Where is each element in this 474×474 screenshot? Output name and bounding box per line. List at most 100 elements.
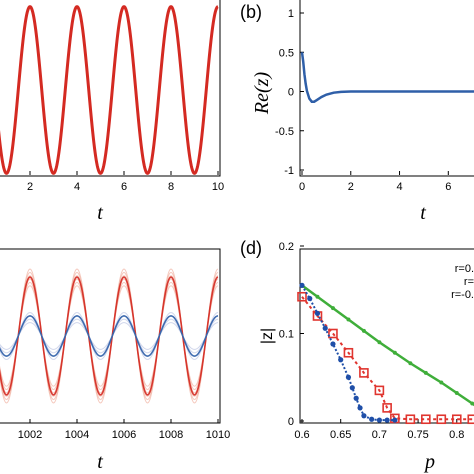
- panel-a-x-ticks: 2 4 6 8 10: [27, 171, 224, 193]
- panel-b-x-tick-label: 6: [445, 181, 451, 193]
- series-line: [0, 276, 219, 396]
- panel-d-x-tick-label: 0.6: [294, 429, 309, 441]
- panel-c-x-tick-label: 1002: [18, 429, 42, 441]
- series-line: [301, 296, 473, 421]
- data-point: [467, 414, 474, 425]
- panel-b-ylabel: Re(z): [251, 72, 273, 116]
- data-point: [346, 317, 351, 322]
- data-point: [382, 403, 392, 413]
- legend-entry-1: r=0.: [455, 263, 474, 275]
- panel-c-x-tick-label: 1006: [112, 429, 136, 441]
- panel-b-xlabel: t: [420, 202, 426, 224]
- panel-d-x-tick-label: 0.65: [330, 429, 351, 441]
- data-point: [299, 282, 305, 288]
- panel-b-y-tick-label: -1: [284, 165, 294, 177]
- panel-a-x-tick-label: 8: [168, 181, 174, 193]
- panel-a-frame: [0, 0, 221, 177]
- data-point: [345, 374, 352, 380]
- data-point: [359, 368, 369, 378]
- data-point: [374, 385, 385, 396]
- panel-b-y-tick-label: 0: [288, 87, 294, 99]
- panel-b-chart: (b) 1 0.5 0 -0.5 -1 0 2 4 6 Re(z) t: [240, 0, 474, 224]
- panel-d-x-tick-label: 0.8: [449, 429, 464, 441]
- series-line: [0, 281, 219, 391]
- legend-entry-3: r=-0.: [451, 289, 474, 301]
- series-line: [0, 278, 219, 394]
- panel-c-xlabel: t: [97, 451, 103, 473]
- panel-d-x-tick-label: 0.7: [372, 429, 387, 441]
- panel-a-x-tick-label: 2: [27, 181, 33, 193]
- panel-d-label: (d): [240, 238, 262, 258]
- panel-d-x-tick-label: 0.75: [407, 429, 428, 441]
- data-point: [408, 361, 413, 366]
- panel-b-lines: [300, 52, 474, 103]
- panel-d-y-tick-label: 0: [288, 416, 294, 428]
- panel-a-x-tick-label: 4: [74, 181, 80, 193]
- panel-c-x-ticks: 1002 1004 1006 1008 1010: [18, 419, 230, 441]
- data-point: [384, 417, 390, 423]
- series-line: [301, 284, 395, 422]
- panel-c-x-tick-label: 1004: [65, 429, 89, 441]
- data-point: [353, 395, 359, 401]
- panel-c-x-tick-label: 1008: [159, 429, 183, 441]
- panel-a-xlabel: t: [97, 202, 103, 224]
- panel-c-chart: 1002 1004 1006 1008 1010 t: [0, 248, 230, 473]
- data-point: [322, 325, 328, 331]
- data-point: [328, 328, 338, 339]
- data-point: [392, 417, 398, 423]
- panel-d-ylabel: |z|: [259, 328, 276, 344]
- panel-c-x-tick-label: 1010: [206, 429, 230, 441]
- panel-b-x-tick-label: 4: [396, 181, 402, 193]
- panel-d-frame: [299, 248, 474, 424]
- series-line: [0, 275, 219, 397]
- panel-b-y-tick-label: -0.5: [275, 126, 294, 138]
- data-point: [338, 357, 344, 363]
- data-point: [423, 370, 428, 375]
- panel-a-x-tick-label: 6: [121, 181, 127, 193]
- data-point: [439, 380, 444, 385]
- data-point: [315, 294, 320, 299]
- data-point: [307, 295, 313, 302]
- series-line: [0, 271, 219, 401]
- data-point: [343, 347, 354, 358]
- panel-c-frame: [0, 248, 221, 424]
- panel-d-xlabel: p: [423, 451, 435, 473]
- panel-b-y-ticks: 1 0.5 0 -0.5 -1: [275, 8, 304, 177]
- data-point: [392, 350, 397, 355]
- data-point: [330, 341, 336, 347]
- panel-b-x-tick-label: 0: [299, 181, 305, 193]
- series-line: [0, 315, 219, 357]
- data-point: [330, 306, 335, 311]
- panel-d-y-tick-label: 0.2: [279, 241, 294, 253]
- data-point: [405, 414, 416, 425]
- data-point: [376, 417, 382, 423]
- panel-a-x-tick-label: 10: [212, 181, 224, 193]
- data-point: [421, 414, 431, 425]
- data-point: [314, 310, 321, 316]
- series-line: [0, 5, 219, 175]
- panel-b-frame: [299, 0, 474, 177]
- data-point: [361, 328, 366, 333]
- panel-d-y-tick-label: 0.1: [279, 329, 294, 341]
- data-point: [349, 385, 355, 391]
- panel-d-chart: (d) 0.2 0.1 0 0.6 0.65 0.7 0.75 0.8 r=0. r= r=…: [240, 238, 474, 473]
- panel-d-legend: r=0. r= r=-0.: [451, 263, 474, 301]
- panel-b-y-tick-label: 0.5: [279, 47, 294, 59]
- panel-c-lines: [0, 268, 219, 404]
- data-point: [436, 414, 447, 425]
- panel-a-chart: 2 4 6 8 10 t: [0, 0, 224, 224]
- data-point: [361, 413, 367, 419]
- series-line: [300, 52, 474, 103]
- panel-b-y-tick-label: 1: [288, 8, 294, 20]
- panel-b-label: (b): [240, 2, 262, 22]
- series-line: [0, 318, 219, 354]
- data-point: [470, 401, 474, 406]
- panel-b-x-tick-label: 2: [348, 181, 354, 193]
- panel-d-y-ticks: 0.2 0.1 0: [279, 241, 304, 428]
- data-point: [451, 414, 462, 425]
- data-point: [454, 391, 459, 395]
- data-point: [369, 416, 375, 422]
- panel-b-x-ticks: 0 2 4 6: [299, 171, 451, 193]
- panel-a-lines: [0, 5, 219, 175]
